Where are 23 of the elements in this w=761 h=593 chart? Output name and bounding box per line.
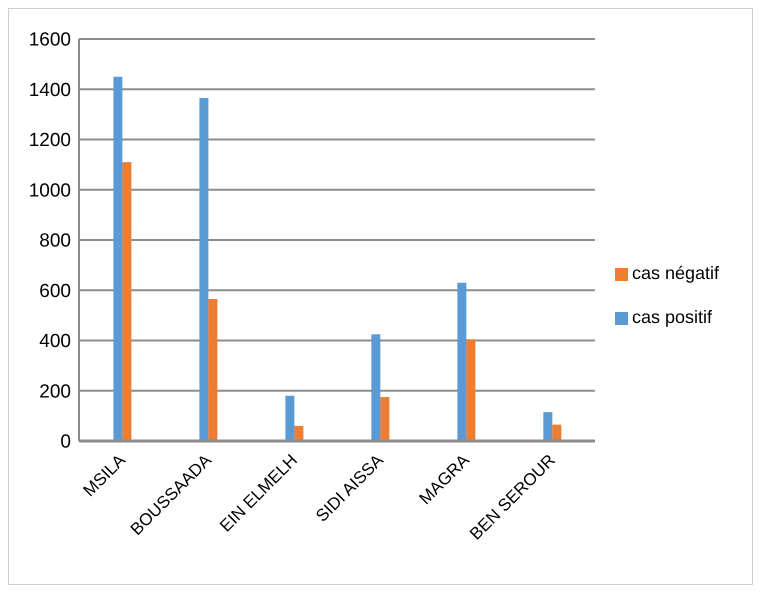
y-tick-label: 1000	[28, 180, 71, 202]
y-tick-label: 1600	[28, 30, 71, 51]
bar	[371, 334, 380, 441]
bar	[552, 424, 562, 441]
y-tick-label: 1400	[28, 80, 71, 101]
bar	[122, 162, 132, 441]
bar	[543, 412, 552, 441]
y-tick-label: 600	[39, 280, 71, 302]
bar	[380, 397, 390, 441]
bar	[113, 76, 122, 441]
bar	[466, 339, 476, 441]
y-tick-label: 1200	[28, 130, 71, 152]
y-tick-label: 400	[39, 331, 71, 352]
y-tick-label: 200	[39, 381, 71, 402]
y-tick-label: 800	[39, 230, 71, 252]
legend-label: cas positif	[632, 307, 712, 327]
bar	[199, 98, 208, 441]
bar	[285, 396, 294, 441]
legend-label: cas négatif	[632, 263, 719, 283]
bar	[457, 282, 466, 441]
y-tick-label: 0	[60, 432, 71, 453]
bar	[294, 426, 304, 441]
bar	[208, 299, 218, 441]
